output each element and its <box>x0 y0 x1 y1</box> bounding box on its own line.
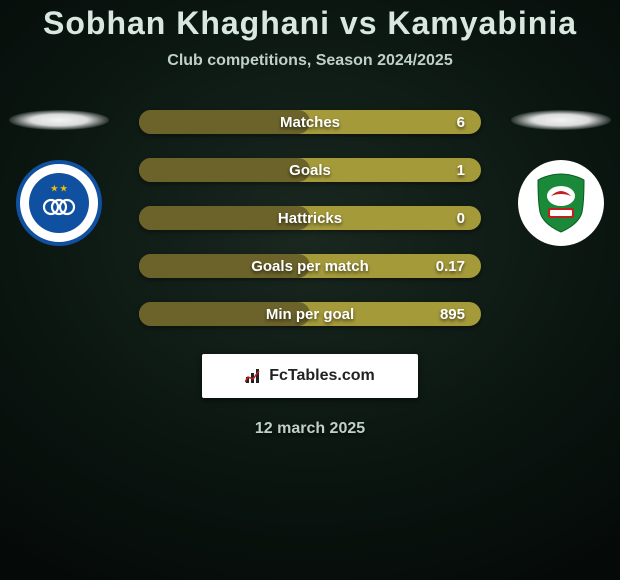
stats-bars: Matches 6 Goals 1 Hattricks 0 Goals per match 0… <box>139 110 481 326</box>
page-subtitle: Club competitions, Season 2024/2025 <box>167 52 452 70</box>
watermark-logo: FcTables.com <box>202 354 418 398</box>
watermark-logo-text: FcTables.com <box>245 367 375 385</box>
watermark-text: FcTables.com <box>269 367 375 385</box>
stat-label: Matches <box>280 114 340 131</box>
stat-bar-fill <box>139 158 310 182</box>
player-photo-placeholder-right <box>511 110 611 130</box>
stat-label: Goals <box>289 162 331 179</box>
rings-icon: ★ ★ <box>37 181 81 225</box>
shield-icon <box>526 168 596 238</box>
stat-bar: Matches 6 <box>139 110 481 134</box>
stat-bar: Hattricks 0 <box>139 206 481 230</box>
stat-bar: Goals per match 0.17 <box>139 254 481 278</box>
stat-label: Min per goal <box>266 306 354 323</box>
stat-value: 0 <box>457 210 465 227</box>
right-player-col <box>511 110 611 246</box>
club-badge-left: ★ ★ <box>16 160 102 246</box>
left-player-col: ★ ★ <box>9 110 109 246</box>
bar-chart-icon <box>245 367 265 385</box>
stat-value: 1 <box>457 162 465 179</box>
stat-bar: Goals 1 <box>139 158 481 182</box>
stat-bar: Min per goal 895 <box>139 302 481 326</box>
club-badge-left-inner: ★ ★ <box>29 173 89 233</box>
comparison-card: Sobhan Khaghani vs Kamyabinia Club compe… <box>0 0 620 438</box>
stat-label: Hattricks <box>278 210 342 227</box>
page-title: Sobhan Khaghani vs Kamyabinia <box>43 5 577 42</box>
main-row: ★ ★ Matches 6 Goals 1 Hattricks 0 Goals per ma… <box>0 110 620 326</box>
stat-value: 895 <box>440 306 465 323</box>
club-badge-right <box>518 160 604 246</box>
player-photo-placeholder-left <box>9 110 109 130</box>
stat-value: 6 <box>457 114 465 131</box>
svg-text:★ ★: ★ ★ <box>51 184 68 193</box>
stat-value: 0.17 <box>436 258 465 275</box>
date-text: 12 march 2025 <box>255 420 365 438</box>
stat-label: Goals per match <box>251 258 369 275</box>
